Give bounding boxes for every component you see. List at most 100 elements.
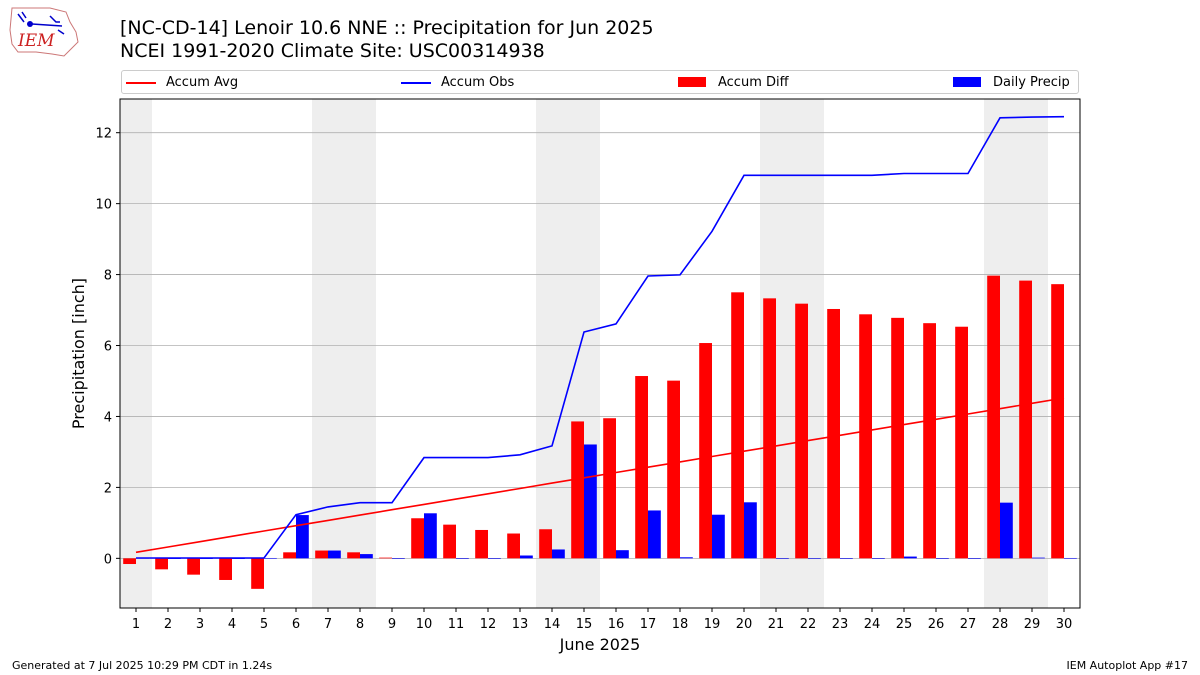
x-tick-label: 11 [448, 617, 465, 632]
chart-subtitle: NCEI 1991-2020 Climate Site: USC00314938 [120, 40, 545, 62]
shaded-day-band [536, 99, 568, 608]
bar-daily-precip [744, 502, 757, 559]
x-tick-label: 27 [960, 617, 977, 632]
bar-accum-diff [443, 524, 456, 559]
plot-frame [119, 98, 1081, 609]
bar-accum-diff [219, 558, 232, 580]
x-tick-label: 5 [260, 617, 268, 632]
logo-text: IEM [17, 31, 55, 51]
bar-accum-diff [763, 298, 776, 559]
bar-daily-precip [904, 556, 917, 559]
y-axis-label: Precipitation [inch] [69, 278, 88, 429]
bar-daily-precip [456, 558, 469, 559]
shaded-day-band [312, 99, 344, 608]
x-tick-label: 2 [164, 617, 172, 632]
x-tick-label: 17 [640, 617, 657, 632]
bar-accum-diff [699, 343, 712, 559]
x-tick-label: 23 [832, 617, 849, 632]
bar-daily-precip [840, 558, 853, 559]
bar-accum-diff [603, 418, 616, 559]
bar-daily-precip [936, 558, 949, 559]
x-tick-label: 15 [576, 617, 593, 632]
generated-note: Generated at 7 Jul 2025 10:29 PM CDT in … [12, 659, 273, 672]
bar-accum-diff [1051, 284, 1064, 559]
x-tick-label: 7 [324, 617, 332, 632]
y-tick-label: 8 [104, 269, 112, 284]
bar-accum-diff [379, 557, 392, 559]
bar-accum-diff [667, 380, 680, 559]
bar-accum-diff [859, 314, 872, 559]
bar-accum-diff [923, 323, 936, 559]
y-tick-label: 4 [104, 410, 112, 425]
line-accum-avg [135, 397, 1065, 554]
bar-daily-precip [776, 558, 789, 559]
x-tick-label: 21 [768, 617, 785, 632]
x-tick-label: 12 [480, 617, 497, 632]
bar-accum-diff [187, 558, 200, 575]
bar-daily-precip [424, 513, 437, 559]
bar-daily-precip [1064, 557, 1077, 559]
bar-daily-precip [520, 555, 533, 559]
bar-accum-diff [955, 326, 968, 559]
bar-accum-diff [507, 533, 520, 559]
bar-accum-diff [795, 303, 808, 559]
bar-daily-precip [616, 550, 629, 559]
y-tick-label: 12 [95, 127, 112, 142]
bar-accum-diff [283, 552, 296, 559]
legend-swatch [678, 77, 706, 87]
bar-accum-diff [347, 552, 360, 559]
bar-daily-precip [712, 514, 725, 559]
y-tick-label: 10 [95, 198, 112, 213]
bar-accum-diff [635, 376, 648, 559]
shaded-day-band [120, 99, 152, 608]
bar-daily-precip [552, 549, 565, 559]
x-tick-label: 16 [608, 617, 625, 632]
x-tick-label: 30 [1056, 617, 1073, 632]
bar-daily-precip [1000, 502, 1013, 559]
bar-accum-diff [123, 558, 136, 565]
line-accum-obs [136, 115, 1065, 559]
bar-accum-diff [987, 275, 1000, 559]
bar-daily-precip [488, 558, 501, 559]
y-tick-label: 2 [104, 481, 112, 496]
bar-daily-precip [360, 554, 373, 559]
x-tick-label: 10 [416, 617, 433, 632]
legend-swatch [401, 82, 431, 84]
x-tick-label: 28 [992, 617, 1009, 632]
x-tick-label: 4 [228, 617, 236, 632]
bar-accum-diff [731, 292, 744, 559]
bar-accum-diff [891, 317, 904, 559]
shaded-day-band [344, 99, 376, 608]
x-tick-label: 26 [928, 617, 945, 632]
bar-accum-diff [571, 421, 584, 559]
x-tick-label: 22 [800, 617, 817, 632]
chart-title: [NC-CD-14] Lenoir 10.6 NNE :: Precipitat… [120, 17, 654, 39]
bar-daily-precip [648, 510, 661, 559]
bar-daily-precip [296, 515, 309, 559]
x-tick-label: 29 [1024, 617, 1041, 632]
bar-accum-diff [411, 518, 424, 559]
x-tick-label: 24 [864, 617, 881, 632]
legend-label: Accum Diff [718, 75, 789, 90]
bar-daily-precip [392, 558, 405, 559]
bar-daily-precip [808, 558, 821, 559]
bar-accum-diff [539, 529, 552, 559]
y-tick-label: 6 [104, 340, 112, 355]
bar-accum-diff [315, 550, 328, 559]
app-credit: IEM Autoplot App #17 [1066, 659, 1189, 672]
x-tick-label: 20 [736, 617, 753, 632]
bar-daily-precip [584, 444, 597, 559]
legend-swatch [953, 77, 981, 87]
legend-label: Accum Avg [166, 75, 239, 90]
bar-accum-diff [155, 558, 168, 570]
x-tick-label: 13 [512, 617, 529, 632]
bar-daily-precip [328, 550, 341, 559]
x-axis-label: June 2025 [559, 635, 641, 654]
iem-logo: IEM [9, 7, 79, 57]
legend-label: Daily Precip [993, 75, 1070, 90]
bar-accum-diff [827, 308, 840, 559]
bar-accum-diff [251, 558, 264, 589]
x-tick-label: 8 [356, 617, 364, 632]
bar-daily-precip [968, 558, 981, 559]
